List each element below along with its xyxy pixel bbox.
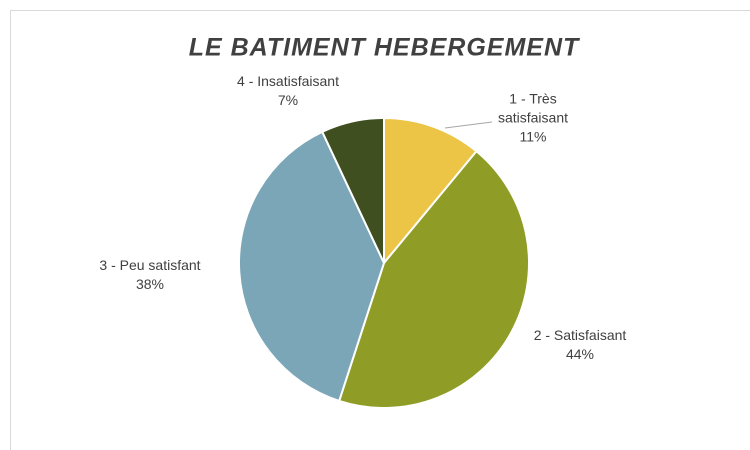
value-label: 44% <box>565 346 595 362</box>
category-label: 4 - Insatisfaisant <box>237 73 339 89</box>
category-label: 1 - Très satisfaisant <box>497 90 569 126</box>
leader-line <box>444 121 493 129</box>
data-label: 1 - Très satisfaisant 11% <box>486 90 581 147</box>
pie-slice <box>320 116 385 264</box>
value-label: 38% <box>135 276 165 292</box>
value-label: 7% <box>277 92 299 108</box>
category-label: 3 - Peu satisfant <box>99 257 201 273</box>
data-label: 2 - Satisfaisant 44% <box>515 326 645 364</box>
pie-slice <box>383 116 478 266</box>
data-label: 3 - Peu satisfant 38% <box>75 256 225 294</box>
chart-title: LE BATIMENT HEBERGEMENT <box>188 33 580 62</box>
chart-frame <box>10 10 750 450</box>
pie-slice <box>238 130 386 403</box>
value-label: 11% <box>519 128 547 145</box>
data-label: 4 - Insatisfaisant 7% <box>213 72 363 110</box>
category-label: 2 - Satisfaisant <box>533 327 627 343</box>
pie-slice <box>337 149 530 409</box>
